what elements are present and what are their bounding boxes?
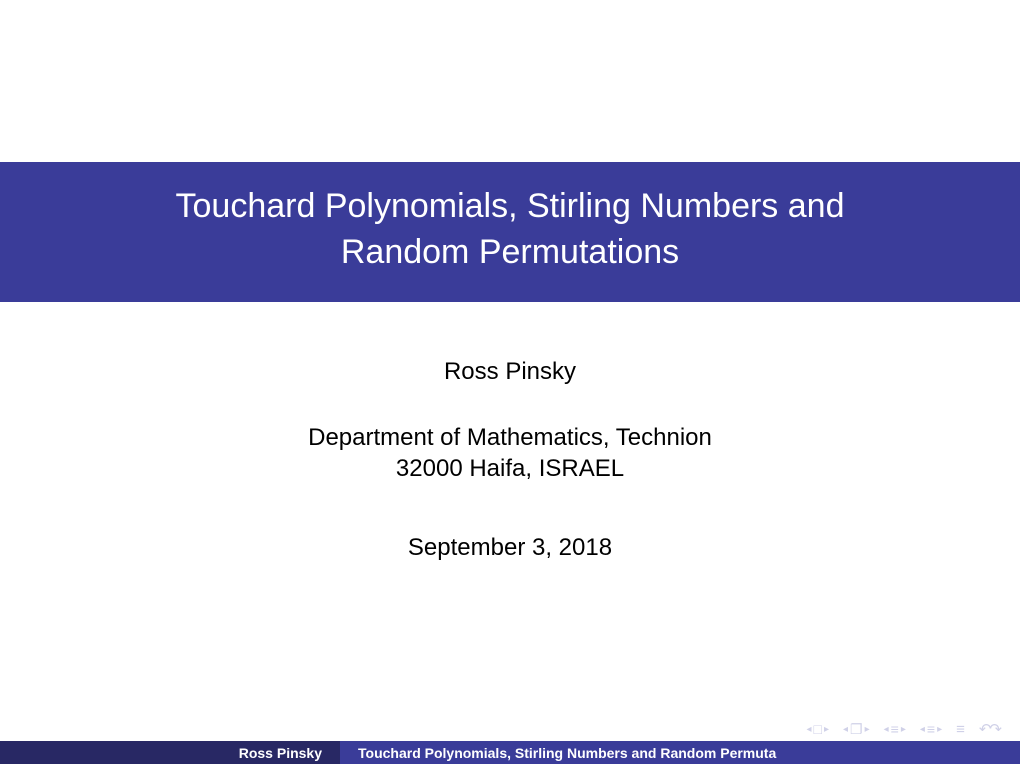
nav-symbols: ◂ □ ▸ ◂ ❐ ▸ ◂ ≡ ▸ ◂ ≡ ▸ ≡ ↶↷ (806, 720, 1000, 738)
title-block: Touchard Polynomials, Stirling Numbers a… (0, 162, 1020, 302)
affiliation-line-2: 32000 Haifa, ISRAEL (308, 453, 712, 484)
nav-sec-icon: ≡ (927, 722, 935, 736)
nav-frame[interactable]: ◂ ❐ ▸ (843, 722, 870, 736)
nav-prev-icon: ◂ (806, 724, 811, 735)
nav-prev-icon: ◂ (920, 724, 925, 735)
nav-subsection[interactable]: ◂ ≡ ▸ (884, 722, 906, 736)
slide-content: Touchard Polynomials, Stirling Numbers a… (0, 0, 1020, 764)
nav-justify-icon[interactable]: ≡ (956, 721, 965, 738)
footline-title: Touchard Polynomials, Stirling Numbers a… (340, 741, 1020, 764)
nav-prev-icon: ◂ (884, 724, 889, 735)
affiliation-line-1: Department of Mathematics, Technion (308, 422, 712, 453)
nav-next-icon: ▸ (865, 724, 870, 735)
nav-next-icon: ▸ (937, 724, 942, 735)
nav-frame-icon: ❐ (850, 722, 863, 736)
nav-next-icon: ▸ (901, 724, 906, 735)
slide: Touchard Polynomials, Stirling Numbers a… (0, 0, 1020, 764)
affiliation: Department of Mathematics, Technion 3200… (308, 422, 712, 484)
nav-prev-icon: ◂ (843, 724, 848, 735)
footline-author: Ross Pinsky (0, 741, 340, 764)
title-line-1: Touchard Polynomials, Stirling Numbers a… (40, 184, 980, 230)
nav-section[interactable]: ◂ ≡ ▸ (920, 722, 942, 736)
nav-next-icon: ▸ (824, 724, 829, 735)
title-line-2: Random Permutations (40, 230, 980, 276)
author: Ross Pinsky (444, 358, 576, 386)
nav-slide-icon: □ (814, 722, 822, 736)
date: September 3, 2018 (408, 534, 612, 562)
nav-backforward-icon[interactable]: ↶↷ (979, 720, 1000, 738)
footline: Ross Pinsky Touchard Polynomials, Stirli… (0, 741, 1020, 764)
nav-slide[interactable]: ◂ □ ▸ (806, 722, 829, 736)
nav-subsec-icon: ≡ (891, 722, 899, 736)
